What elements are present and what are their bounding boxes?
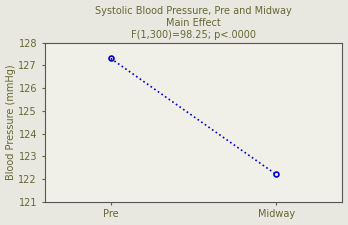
Y-axis label: Blood Pressure (mmHg): Blood Pressure (mmHg) (6, 64, 16, 180)
Title: Systolic Blood Pressure, Pre and Midway
Main Effect
F(1,300)=98.25; p<.0000: Systolic Blood Pressure, Pre and Midway … (95, 6, 292, 40)
